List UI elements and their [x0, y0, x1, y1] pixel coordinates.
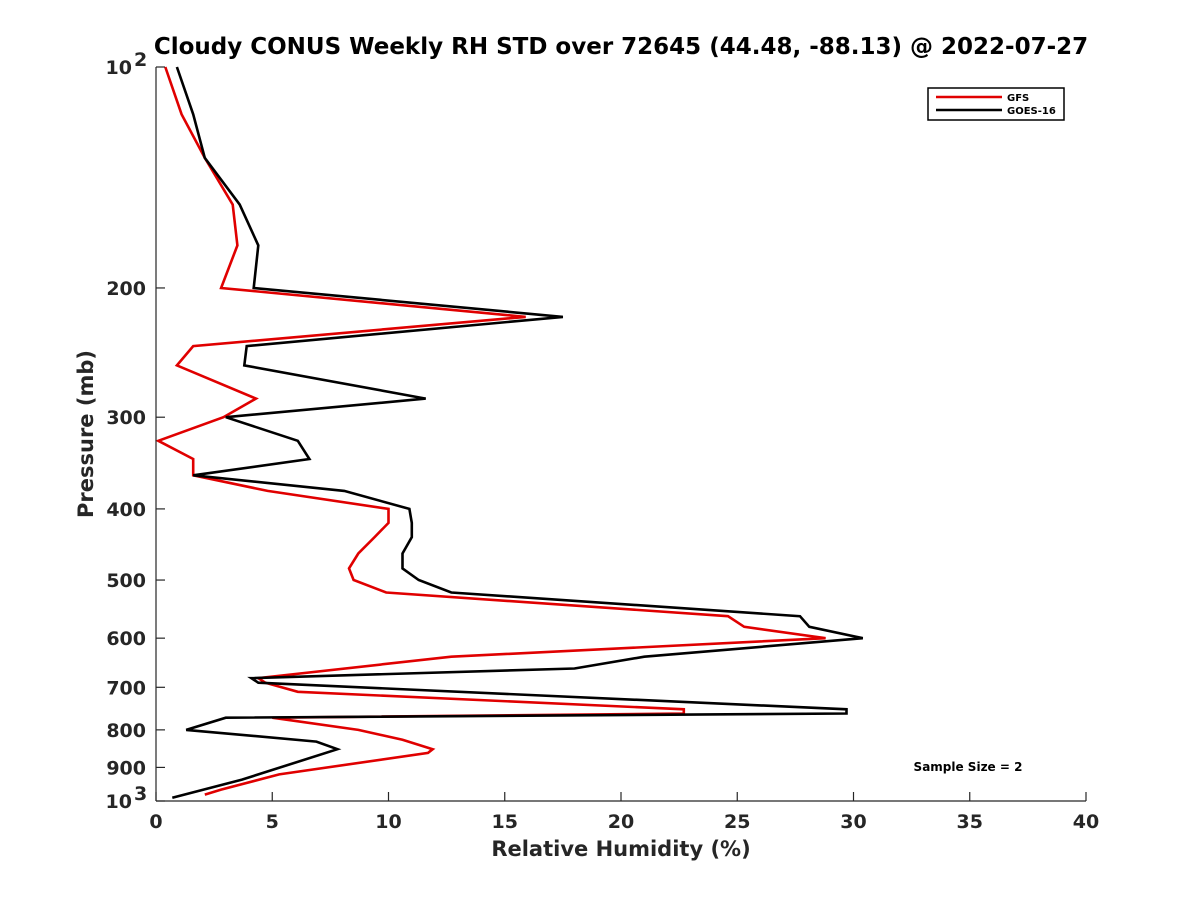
y-tick-label: 900	[106, 757, 146, 779]
series-line-gfs	[155, 66, 826, 796]
x-tick-label: 25	[724, 811, 750, 833]
y-tick-label: 10	[106, 791, 132, 813]
legend: GFS GOES-16	[927, 87, 1065, 121]
x-tick-label: 10	[375, 811, 401, 833]
series-line-goes-16	[171, 66, 864, 800]
x-axis-label: Relative Humidity (%)	[491, 837, 750, 861]
y-tick-label: 400	[106, 499, 146, 521]
x-tick-label: 5	[266, 811, 279, 833]
series-layer	[155, 66, 864, 800]
legend-box	[927, 87, 1065, 121]
y-tick-label: 300	[106, 407, 146, 429]
legend-label-goes16: GOES-16	[1007, 106, 1056, 117]
x-tick-label: 0	[149, 811, 162, 833]
x-tick-label: 40	[1073, 811, 1099, 833]
y-tick-label-exponent: 2	[134, 49, 147, 71]
y-tick-label-exponent: 3	[134, 783, 147, 805]
chart-title: Cloudy CONUS Weekly RH STD over 72645 (4…	[154, 34, 1088, 60]
y-tick-label: 500	[106, 570, 146, 592]
y-tick-label: 10	[106, 57, 132, 79]
y-axis-label: Pressure (mb)	[74, 350, 98, 518]
x-tick-label: 30	[840, 811, 866, 833]
plot-area	[156, 67, 1086, 801]
y-tick-label: 700	[106, 677, 146, 699]
y-tick-label: 600	[106, 628, 146, 650]
legend-label-gfs: GFS	[1007, 93, 1029, 104]
x-axis-ticks: 0 5 10 15 20 25 30 35 40	[149, 792, 1099, 833]
x-tick-label: 35	[957, 811, 983, 833]
y-tick-label: 200	[106, 278, 146, 300]
sample-size-annotation: Sample Size = 2	[914, 760, 1023, 774]
y-tick-label: 800	[106, 720, 146, 742]
x-tick-label: 20	[608, 811, 634, 833]
x-tick-label: 15	[492, 811, 518, 833]
